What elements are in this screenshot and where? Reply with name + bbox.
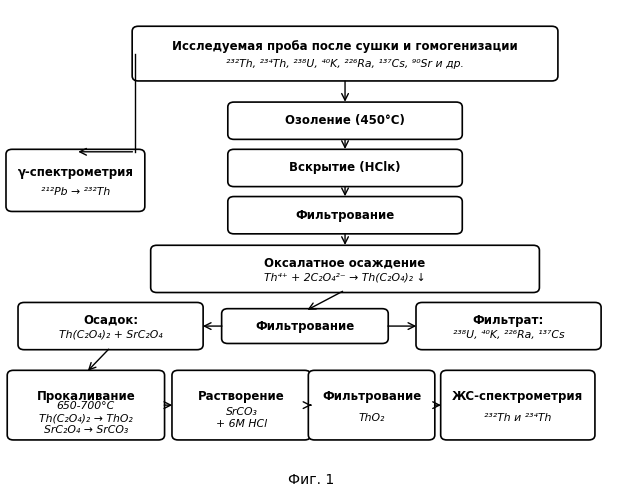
- Text: Осадок:: Осадок:: [83, 314, 138, 326]
- Text: ЖС-спектрометрия: ЖС-спектрометрия: [452, 390, 583, 402]
- Text: Th(C₂O₄)₂ + SrC₂O₄: Th(C₂O₄)₂ + SrC₂O₄: [59, 330, 162, 340]
- FancyBboxPatch shape: [309, 370, 435, 440]
- Text: 650-700°C
Th(C₂O₄)₂ → ThO₂
SrC₂O₄ → SrCO₃: 650-700°C Th(C₂O₄)₂ → ThO₂ SrC₂O₄ → SrCO…: [39, 402, 133, 434]
- Text: Фильтрование: Фильтрование: [322, 390, 421, 402]
- FancyBboxPatch shape: [441, 370, 595, 440]
- FancyBboxPatch shape: [132, 26, 558, 81]
- Text: Фиг. 1: Фиг. 1: [288, 472, 334, 486]
- Text: γ-спектрометрия: γ-спектрометрия: [17, 166, 134, 179]
- FancyBboxPatch shape: [172, 370, 310, 440]
- FancyBboxPatch shape: [222, 308, 388, 344]
- FancyBboxPatch shape: [18, 302, 203, 350]
- Text: Th⁴⁺ + 2C₂O₄²⁻ → Th(C₂O₄)₂ ↓: Th⁴⁺ + 2C₂O₄²⁻ → Th(C₂O₄)₂ ↓: [264, 272, 426, 282]
- Text: Фильтрование: Фильтрование: [296, 208, 395, 222]
- Text: Вскрытие (HClк): Вскрытие (HClк): [289, 162, 401, 174]
- Text: ²³²Th, ²³⁴Th, ²³⁸U, ⁴⁰K, ²²⁶Ra, ¹³⁷Cs, ⁹⁰Sr и др.: ²³²Th, ²³⁴Th, ²³⁸U, ⁴⁰K, ²²⁶Ra, ¹³⁷Cs, ⁹…: [226, 58, 464, 68]
- FancyBboxPatch shape: [416, 302, 601, 350]
- FancyBboxPatch shape: [228, 150, 462, 186]
- Text: ThO₂: ThO₂: [358, 413, 385, 423]
- Text: ²³²Th и ²³⁴Th: ²³²Th и ²³⁴Th: [484, 413, 551, 423]
- FancyBboxPatch shape: [228, 102, 462, 140]
- Text: Прокаливание: Прокаливание: [37, 390, 135, 402]
- Text: Фильтрование: Фильтрование: [255, 320, 355, 332]
- FancyBboxPatch shape: [228, 196, 462, 234]
- Text: Фильтрат:: Фильтрат:: [473, 314, 544, 326]
- Text: SrCO₃
+ 6M HCl: SrCO₃ + 6M HCl: [216, 408, 267, 429]
- Text: Оксалатное осаждение: Оксалатное осаждение: [265, 256, 425, 270]
- Text: ²¹²Pb → ²³²Th: ²¹²Pb → ²³²Th: [41, 187, 110, 197]
- Text: Озоление (450°C): Озоление (450°C): [285, 114, 405, 127]
- Text: ²³⁸U, ⁴⁰K, ²²⁶Ra, ¹³⁷Cs: ²³⁸U, ⁴⁰K, ²²⁶Ra, ¹³⁷Cs: [453, 330, 564, 340]
- FancyBboxPatch shape: [151, 246, 540, 292]
- FancyBboxPatch shape: [7, 370, 165, 440]
- FancyBboxPatch shape: [6, 150, 145, 212]
- Text: Исследуемая проба после сушки и гомогенизации: Исследуемая проба после сушки и гомогени…: [172, 40, 518, 53]
- Text: Растворение: Растворение: [198, 390, 285, 402]
